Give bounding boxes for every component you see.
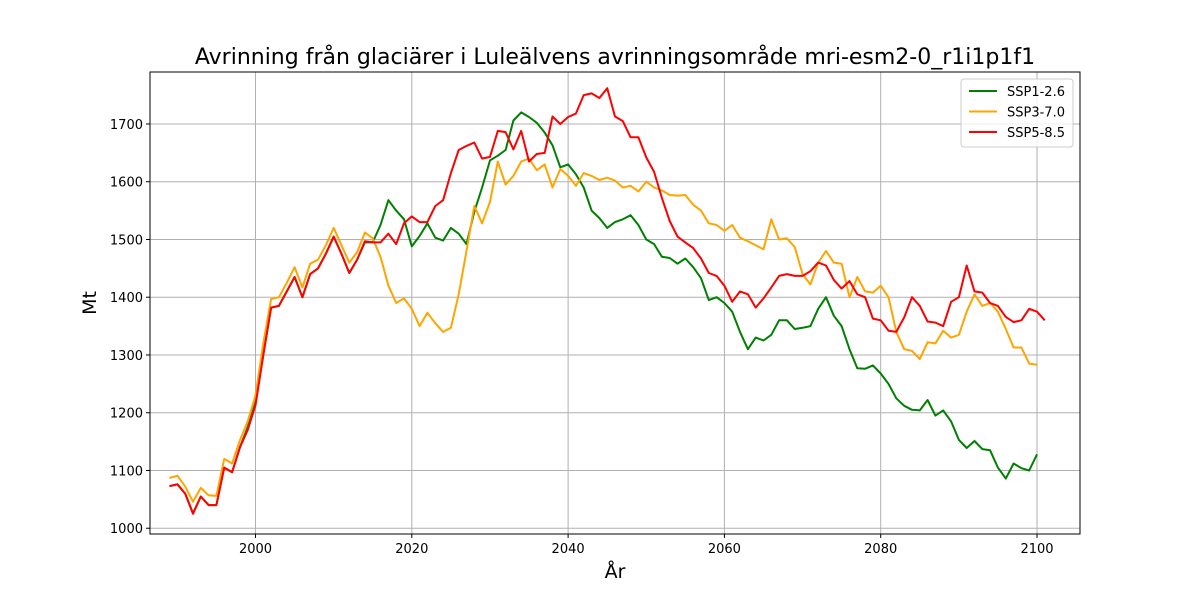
y-tick-label: 1300 <box>110 349 143 364</box>
y-tick-label: 1500 <box>110 233 143 248</box>
x-tick-label: 2020 <box>395 542 428 557</box>
x-tick-label: 2060 <box>708 542 741 557</box>
legend: SSP1-2.6 SSP3-7.0 SSP5-8.5 <box>960 78 1074 148</box>
x-tick-label: 2040 <box>552 542 585 557</box>
series-line-ssp5-8-5 <box>169 87 1046 515</box>
plot-frame <box>149 71 1081 535</box>
x-tick-label: 2000 <box>239 542 272 557</box>
x-tick-label: 2080 <box>864 542 897 557</box>
y-tick-label: 1100 <box>110 464 143 479</box>
y-tick-label: 1400 <box>110 291 143 306</box>
y-tick-label: 1000 <box>110 522 143 537</box>
y-tick-label: 1600 <box>110 176 143 191</box>
legend-label: SSP5-8.5 <box>1007 126 1065 141</box>
grid-lines <box>150 72 1080 534</box>
y-tick-label: 1200 <box>110 407 143 422</box>
axis-ticks: 2000 2020 2040 2060 2080 2100 1000 1100 1200 1300… <box>110 118 1054 557</box>
y-axis-label: Mt <box>79 291 101 315</box>
series-line-ssp3-7-0 <box>169 157 1038 503</box>
x-tick-label: 2100 <box>1020 542 1053 557</box>
y-tick-label: 1700 <box>110 118 143 133</box>
plot-series <box>169 87 1046 515</box>
chart-title: Avrinning från glaciärer i Luleälvens av… <box>195 44 1035 70</box>
legend-box <box>960 78 1074 148</box>
x-axis-label: År <box>605 560 626 583</box>
legend-label: SSP3-7.0 <box>1007 106 1065 121</box>
legend-label: SSP1-2.6 <box>1007 85 1065 100</box>
